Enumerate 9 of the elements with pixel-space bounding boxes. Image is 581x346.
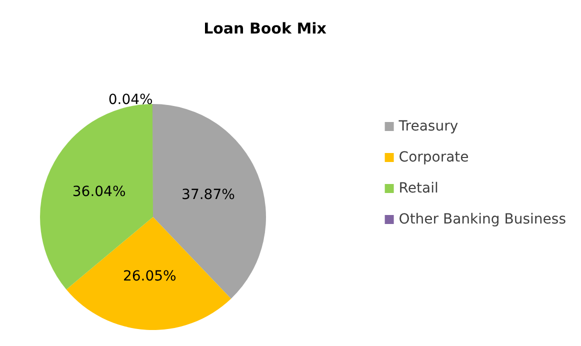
data-label: 26.05% xyxy=(122,268,176,284)
data-label: 0.04% xyxy=(108,92,153,108)
chart-title: Loan Book Mix xyxy=(204,20,327,38)
data-label: 36.04% xyxy=(72,184,126,200)
legend-label: Treasury xyxy=(398,118,458,134)
data-label: 37.87% xyxy=(182,186,235,203)
legend-label: Other Banking Business xyxy=(398,212,566,228)
legend-label: Retail xyxy=(398,180,438,196)
legend-label: Corporate xyxy=(398,150,469,166)
